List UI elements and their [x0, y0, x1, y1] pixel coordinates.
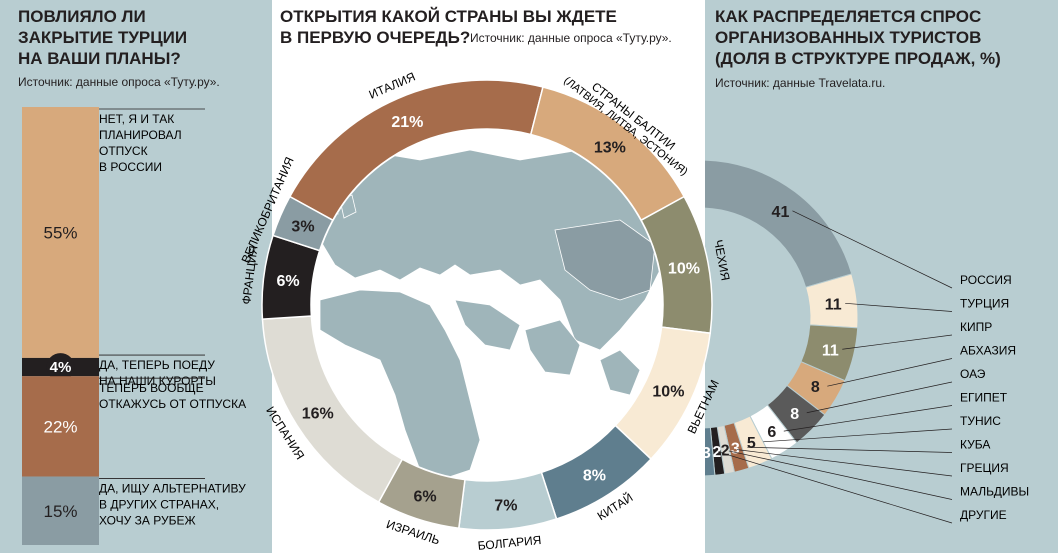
stack-value-label: 15%: [43, 502, 77, 521]
center-source: Источник: данные опроса «Туту.ру».: [470, 31, 672, 45]
demand-value-label: 2: [721, 443, 730, 460]
demand-legend-label: АБХАЗИЯ: [960, 344, 1016, 358]
center-title: ОТКРЫТИЯ КАКОЙ СТРАНЫ ВЫ ЖДЕТЕ В ПЕРВУЮ …: [280, 6, 617, 48]
map-land-shape: [319, 289, 481, 480]
demand-legend-label: ОАЭ: [960, 367, 986, 381]
stack-segment: [22, 476, 99, 545]
demand-slice: [705, 426, 716, 477]
demand-legend-label: ГРЕЦИЯ: [960, 461, 1009, 475]
right-title-line: КАК РАСПРЕДЕЛЯЕТСЯ СПРОС: [715, 7, 982, 26]
demand-value-label: 3: [731, 440, 740, 457]
donut-value-label: 10%: [668, 260, 700, 277]
demand-leader-line: [747, 446, 953, 453]
center-title-line: ОТКРЫТИЯ КАКОЙ СТРАНЫ ВЫ ЖДЕТЕ: [280, 7, 617, 26]
stack-value-label: 4%: [50, 359, 72, 376]
demand-donut-chart: 41111188653223РОССИЯТУРЦИЯКИПРАБХАЗИЯОАЭ…: [702, 159, 1029, 524]
left-title-line: ПОВЛИЯЛО ЛИ: [18, 7, 146, 26]
stack-annotation-text: НЕТ, Я И ТАК: [99, 112, 174, 126]
donut-value-label: 16%: [302, 405, 334, 422]
donut-value-label: 13%: [594, 140, 626, 157]
map-land-shape: [454, 299, 521, 351]
demand-leader-line: [737, 449, 953, 477]
map-china-shape: [554, 219, 656, 301]
demand-leader-line: [845, 302, 953, 312]
demand-legend-label: ТУНИС: [960, 414, 1001, 428]
demand-legend-label: ДРУГИЕ: [960, 508, 1007, 522]
stack-annotation-text: ТЕПЕРЬ ВООБЩЕ: [99, 381, 204, 395]
stack-annotation-text: ДА, ИЩУ АЛЬТЕРНАТИВУ: [99, 482, 246, 496]
stack-segment: [22, 376, 99, 477]
stack-annotation-text: ОТПУСК: [99, 144, 148, 158]
left-source: Источник: данные опроса «Туту.ру».: [18, 75, 220, 89]
donut-value-label: 6%: [413, 489, 436, 506]
demand-legend-label: ЕГИПЕТ: [960, 391, 1008, 405]
demand-legend-label: РОССИЯ: [960, 273, 1012, 287]
demand-legend-label: КУБА: [960, 438, 990, 452]
donut-category-label: ЧЕХИЯ: [711, 239, 732, 282]
right-title-line: (ДОЛЯ В СТРУКТУРЕ ПРОДАЖ, %): [715, 49, 1001, 68]
donut-value-label: 8%: [583, 467, 606, 484]
demand-value-label: 11: [825, 296, 842, 313]
demand-leader-line: [827, 358, 953, 387]
donut-value-label: 6%: [277, 273, 300, 290]
demand-leader-line: [792, 210, 953, 289]
stack-annotation-text: ПЛАНИРОВАЛ: [99, 128, 182, 142]
map-land-shape: [312, 149, 662, 351]
stack-annotation-text: ХОЧУ ЗА РУБЕЖ: [99, 514, 196, 528]
right-source: Источник: данные Travelata.ru.: [715, 76, 886, 90]
left-title-line: НА ВАШИ ПЛАНЫ?: [18, 49, 181, 68]
world-map: [312, 130, 662, 480]
stack-value-label: 22%: [43, 417, 77, 436]
stack-segment: [22, 107, 99, 358]
left-title-line: ЗАКРЫТИЕ ТУРЦИИ: [18, 28, 188, 47]
center-title-line: В ПЕРВУЮ ОЧЕРЕДЬ?: [280, 28, 471, 47]
right-title-line: ОРГАНИЗОВАННЫХ ТУРИСТОВ: [715, 28, 982, 47]
donut-value-label: 10%: [652, 383, 684, 400]
demand-value-label: 41: [772, 204, 790, 221]
donut-value-label: 3%: [291, 218, 314, 235]
demand-legend-label: ТУРЦИЯ: [960, 297, 1009, 311]
demand-value-label: 3: [702, 445, 711, 462]
stacked-bar-chart: 55% НЕТ, Я И ТАК ПЛАНИРОВАЛ ОТПУСК В РОССИИ 4…: [22, 107, 246, 545]
left-title: ПОВЛИЯЛО ЛИ ЗАКРЫТИЕ ТУРЦИИ НА ВАШИ ПЛАН…: [18, 6, 187, 69]
demand-leader-line: [783, 405, 953, 432]
demand-leader-line: [728, 450, 953, 500]
demand-value-label: 6: [767, 424, 776, 441]
donut-category-label: БОЛГАРИЯ: [477, 533, 542, 553]
demand-leader-line: [763, 428, 953, 443]
demand-value-label: 2: [712, 444, 721, 461]
donut-value-label: 7%: [494, 498, 517, 515]
demand-leader-line: [718, 451, 953, 524]
demand-leader-line: [842, 334, 953, 350]
demand-value-label: 8: [811, 379, 820, 396]
map-land-shape: [599, 349, 641, 396]
demand-legend-label: МАЛЬДИВЫ: [960, 485, 1029, 499]
stack-value-label: 55%: [43, 223, 77, 242]
map-land-group: [312, 149, 662, 480]
demand-value-label: 8: [790, 406, 799, 423]
right-title: КАК РАСПРЕДЕЛЯЕТСЯ СПРОС ОРГАНИЗОВАННЫХ …: [715, 6, 1001, 69]
demand-legend-label: КИПР: [960, 320, 992, 334]
stack-label-badge: [46, 353, 75, 382]
demand-value-label: 5: [747, 435, 756, 452]
stack-annotation-text: В ДРУГИХ СТРАНАХ,: [99, 498, 219, 512]
map-land-shape: [524, 319, 581, 376]
stack-annotation-text: В РОССИИ: [99, 160, 162, 174]
demand-value-label: 11: [822, 342, 839, 359]
stack-annotation-text: НА НАШИ КУРОРТЫ: [99, 374, 216, 388]
stack-annotation-text: ОТКАЖУСЬ ОТ ОТПУСКА: [99, 397, 246, 411]
donut-slice: [272, 195, 334, 252]
stack-annotation-text: ДА, ТЕПЕРЬ ПОЕДУ: [99, 358, 215, 372]
donut-value-label: 21%: [391, 114, 423, 131]
demand-leader-line: [806, 381, 953, 414]
